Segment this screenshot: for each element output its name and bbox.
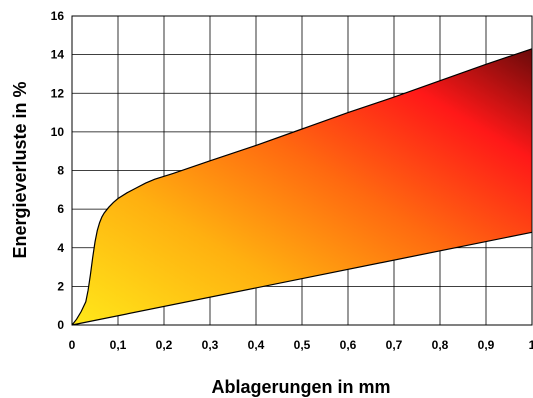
lower-series-line [71,231,533,326]
x-tick-label: 1 [529,338,533,352]
y-tick-label: 12 [51,86,65,100]
x-tick-label: 0 [69,338,76,352]
x-tick-label: 0,1 [110,338,127,352]
x-axis-ticks: 0 0,1 0,2 0,3 0,4 0,5 0,6 0,7 0,8 0,9 1 [69,338,533,352]
x-tick-label: 0,7 [386,338,403,352]
y-tick-label: 2 [57,279,64,293]
x-tick-label: 0,9 [478,338,495,352]
upper-series-line [71,48,533,326]
y-tick-label: 8 [57,164,64,178]
x-axis-label: Ablagerungen in mm [211,377,390,397]
x-tick-label: 0,5 [294,338,311,352]
x-tick-label: 0,2 [156,338,173,352]
plot-frame [71,15,533,326]
energy-loss-band [72,48,532,326]
y-tick-label: 0 [57,318,64,332]
y-axis-ticks: 0 2 4 6 8 10 12 14 16 [51,9,65,332]
y-tick-label: 6 [57,202,64,216]
x-tick-label: 0,4 [248,338,265,352]
y-tick-label: 4 [57,241,64,255]
y-tick-label: 10 [51,125,65,139]
x-tick-label: 0,6 [340,338,357,352]
x-tick-label: 0,8 [432,338,449,352]
y-tick-label: 16 [51,9,65,23]
y-axis-label: Energieverluste in % [10,81,30,258]
x-tick-label: 0,3 [202,338,219,352]
y-tick-label: 14 [51,48,65,62]
